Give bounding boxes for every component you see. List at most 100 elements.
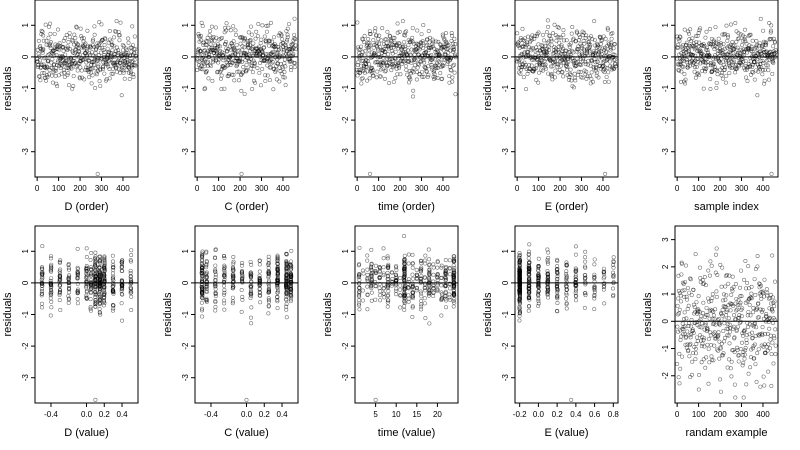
data-point [768, 28, 773, 33]
data-point [578, 35, 583, 40]
data-point [453, 52, 458, 57]
data-point [102, 285, 107, 290]
data-point [90, 39, 95, 44]
data-point [762, 78, 767, 83]
data-point [64, 65, 69, 70]
data-point [266, 270, 271, 275]
data-point [75, 271, 80, 276]
data-point [431, 44, 436, 49]
data-point [256, 21, 261, 26]
data-point [704, 312, 709, 317]
data-point [52, 31, 57, 36]
data-point [381, 60, 386, 65]
data-point [561, 28, 566, 33]
x-tick-label: 400 [756, 184, 770, 193]
data-point [213, 263, 218, 268]
data-point [439, 292, 444, 297]
data-point [57, 298, 62, 303]
data-point [744, 286, 749, 291]
data-point [419, 294, 424, 299]
data-point [71, 84, 76, 89]
data-point [414, 49, 419, 54]
data-point [244, 67, 249, 72]
data-point [222, 290, 227, 295]
data-point [40, 265, 45, 270]
data-point [248, 295, 253, 300]
data-point [554, 54, 559, 59]
data-point [741, 333, 746, 338]
data-point [716, 36, 721, 41]
y-tick-label: 0 [501, 54, 510, 59]
data-point [424, 43, 429, 48]
data-point [603, 65, 608, 70]
data-point [745, 78, 750, 83]
data-point [373, 52, 378, 57]
data-point [94, 72, 99, 77]
data-point [230, 268, 235, 273]
data-point [101, 48, 106, 53]
data-point [224, 28, 229, 33]
data-point [723, 297, 728, 302]
data-point [679, 334, 684, 339]
data-point [517, 311, 522, 316]
data-point [608, 48, 613, 53]
data-point [356, 47, 361, 52]
data-point [252, 61, 257, 66]
y-axis-label: residuals [482, 292, 494, 337]
data-point [128, 288, 133, 293]
y-tick-label: -1 [341, 310, 350, 318]
data-point [263, 73, 268, 78]
data-point [688, 276, 693, 281]
data-point [75, 265, 80, 270]
data-point [414, 286, 419, 291]
data-point [38, 44, 43, 49]
data-point [544, 50, 549, 55]
data-point [419, 261, 424, 266]
data-point [536, 80, 541, 85]
data-point [439, 64, 444, 69]
data-point [289, 273, 294, 278]
data-point [701, 338, 706, 343]
data-point [199, 300, 204, 305]
data-point [557, 35, 562, 40]
data-point [706, 296, 711, 301]
y-tick-label: 0 [181, 280, 190, 285]
data-point [98, 276, 103, 281]
data-point [451, 304, 456, 309]
data-point [557, 40, 562, 45]
data-point [435, 76, 440, 81]
data-point [443, 31, 448, 36]
data-point [266, 272, 271, 277]
data-point [396, 54, 401, 59]
data-point [285, 26, 290, 31]
y-tick-label: 1 [661, 23, 670, 28]
data-point [712, 39, 717, 44]
data-point [697, 49, 702, 54]
data-point [394, 267, 399, 272]
data-point [722, 67, 727, 72]
data-point [120, 318, 125, 323]
data-point [44, 38, 49, 43]
data-point [567, 44, 572, 49]
data-point [564, 276, 569, 281]
data-point [73, 46, 78, 51]
data-point [579, 43, 584, 48]
data-point [226, 25, 231, 30]
data-point [711, 309, 716, 314]
data-point [443, 278, 448, 283]
data-point [691, 302, 696, 307]
data-point [441, 48, 446, 53]
data-point [730, 43, 735, 48]
data-point [255, 66, 260, 71]
data-point [592, 257, 597, 262]
data-point [426, 293, 431, 298]
data-point [574, 298, 579, 303]
data-point [565, 64, 570, 69]
data-point [712, 343, 717, 348]
data-point [427, 272, 432, 277]
data-point [698, 338, 703, 343]
data-point [200, 286, 205, 291]
data-point [40, 29, 45, 34]
data-point [88, 287, 93, 292]
data-point [427, 262, 432, 267]
